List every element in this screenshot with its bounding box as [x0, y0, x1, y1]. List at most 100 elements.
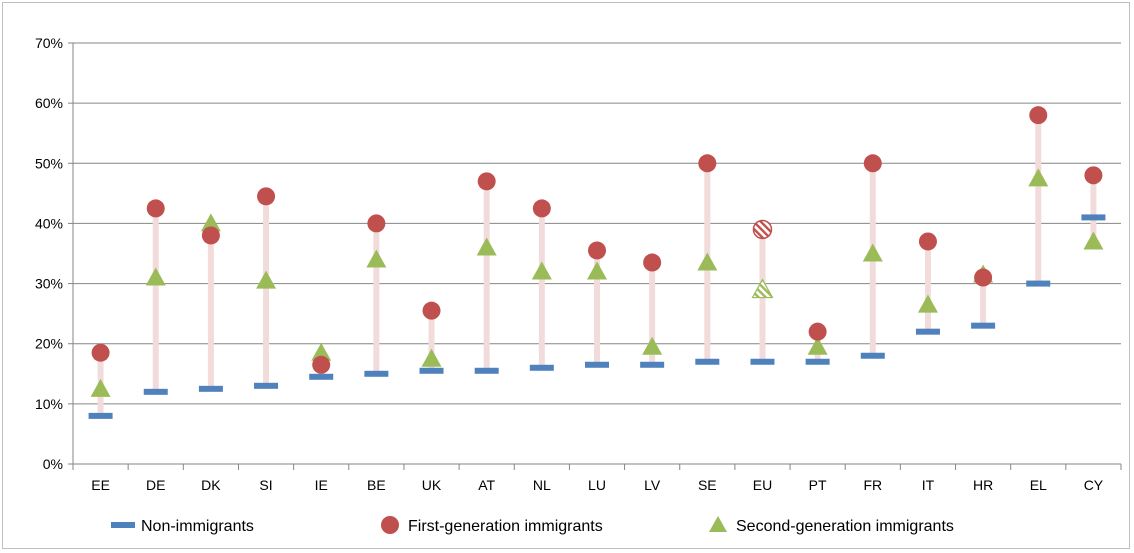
marker-second-generation-fr [862, 243, 883, 262]
legend-marker-non-immigrants [111, 522, 135, 528]
marker-second-generation-ee [90, 378, 111, 397]
marker-second-generation-si [256, 270, 277, 289]
marker-non-immigrants-hr [971, 322, 996, 329]
y-tick-label: 20% [35, 336, 63, 352]
x-tick-label-uk: UK [422, 477, 442, 493]
marker-non-immigrants-lv [640, 361, 665, 368]
y-tick-label: 70% [35, 35, 63, 51]
legend-marker-first-generation-immigrants [381, 516, 399, 534]
x-tick-label-dk: DK [201, 477, 221, 493]
marker-non-immigrants-nl [529, 364, 554, 371]
marker-second-generation-it [917, 294, 938, 313]
markers [88, 106, 1106, 419]
legend-label-second-generation-immigrants: Second-generation immigrants [736, 518, 954, 535]
marker-second-generation-lv [642, 336, 663, 355]
marker-non-immigrants-cy [1081, 214, 1106, 221]
marker-non-immigrants-ie [309, 373, 334, 380]
marker-second-generation-se [697, 252, 718, 271]
range-bar-nl [538, 208, 545, 368]
x-tick-label-se: SE [698, 477, 717, 493]
range-bar-at [483, 181, 490, 371]
x-tick-label-be: BE [367, 477, 386, 493]
range-bar-lv [649, 262, 656, 365]
range-bar-hr [980, 274, 987, 326]
marker-non-immigrants-se [695, 358, 720, 365]
marker-first-generation-uk [422, 301, 441, 320]
range-bar-be [373, 223, 380, 374]
marker-first-generation-eu [752, 219, 773, 240]
marker-first-generation-it [918, 232, 937, 251]
legend-marker-second-generation-immigrants [709, 516, 727, 532]
marker-first-generation-de [146, 199, 165, 218]
legend-label-non-immigrants: Non-immigrants [141, 518, 254, 535]
marker-first-generation-cy [1084, 166, 1103, 185]
marker-first-generation-fr [863, 154, 882, 173]
marker-first-generation-nl [532, 199, 551, 218]
chart-svg: 0% 10% 20% 30% 40% 50% 60% 70% EE DE DK SI IE BE UK AT N… [35, 35, 1122, 535]
marker-first-generation-hr [974, 268, 993, 287]
marker-second-generation-be [366, 249, 387, 268]
y-tick-label: 40% [35, 215, 63, 231]
marker-non-immigrants-lu [585, 361, 609, 368]
x-tick-label-lu: LU [588, 477, 606, 493]
x-tick-label-ee: EE [91, 477, 110, 493]
marker-first-generation-lv [643, 253, 662, 272]
marker-non-immigrants-it [915, 328, 940, 335]
marker-first-generation-be [367, 214, 386, 233]
x-tick-label-hr: HR [973, 477, 993, 493]
marker-non-immigrants-uk [419, 367, 444, 374]
y-tick-label: 0% [43, 456, 63, 472]
marker-non-immigrants-ee [88, 412, 113, 419]
x-tick-label-it: IT [922, 477, 935, 493]
marker-second-generation-eu [751, 278, 774, 299]
x-tick-label-eu: EU [753, 477, 772, 493]
marker-first-generation-pt [808, 322, 827, 341]
x-tick-label-pt: PT [809, 477, 827, 493]
marker-non-immigrants-at [474, 367, 499, 374]
range-bar-dk [207, 223, 214, 389]
marker-second-generation-pt [807, 336, 828, 355]
range-bar-lu [594, 250, 600, 365]
range-bar-it [924, 241, 931, 332]
x-tick-label-ie: IE [315, 477, 328, 493]
x-tick-label-cy: CY [1084, 477, 1104, 493]
x-tick-label-de: DE [146, 477, 165, 493]
marker-non-immigrants-dk [198, 385, 223, 392]
legend: Non-immigrants First-generation immigrant… [111, 516, 954, 535]
marker-second-generation-de [145, 267, 166, 286]
range-bar-cy [1090, 175, 1097, 242]
x-tick-label-nl: NL [533, 477, 551, 493]
marker-second-generation-at [476, 237, 497, 256]
marker-second-generation-lu [587, 261, 607, 280]
marker-non-immigrants-de [143, 388, 168, 395]
legend-label-first-generation-immigrants: First-generation immigrants [408, 518, 603, 535]
marker-second-generation-dk [200, 213, 221, 232]
marker-second-generation-nl [531, 261, 552, 280]
marker-second-generation-ie [311, 342, 332, 361]
range-bar-de [152, 208, 159, 392]
marker-non-immigrants-el [1026, 280, 1051, 287]
y-tick-label: 50% [35, 155, 63, 171]
marker-second-generation-uk [421, 348, 442, 367]
y-tick-label: 60% [35, 95, 63, 111]
marker-non-immigrants-be [364, 370, 389, 377]
marker-non-immigrants-pt [805, 358, 830, 365]
y-tick-label: 30% [35, 276, 63, 292]
y-tick-label: 10% [35, 396, 63, 412]
marker-non-immigrants-eu [750, 358, 775, 365]
x-tick-label-lv: LV [644, 477, 661, 493]
marker-second-generation-el [1028, 168, 1049, 187]
marker-non-immigrants-fr [860, 352, 885, 359]
range-bar-el [1035, 115, 1042, 284]
range-bar-uk [428, 310, 435, 371]
x-tick-label-at: AT [478, 477, 495, 493]
x-tick-label-si: SI [259, 477, 272, 493]
x-tick-label-fr: FR [863, 477, 882, 493]
marker-first-generation-ee [91, 343, 110, 362]
axis-layer: 0% 10% 20% 30% 40% 50% 60% 70% EE DE DK SI IE BE UK AT N… [35, 35, 1122, 493]
marker-first-generation-el [1029, 106, 1048, 125]
marker-first-generation-lu [588, 241, 606, 260]
marker-first-generation-ie [312, 355, 331, 374]
marker-first-generation-at [477, 172, 496, 191]
